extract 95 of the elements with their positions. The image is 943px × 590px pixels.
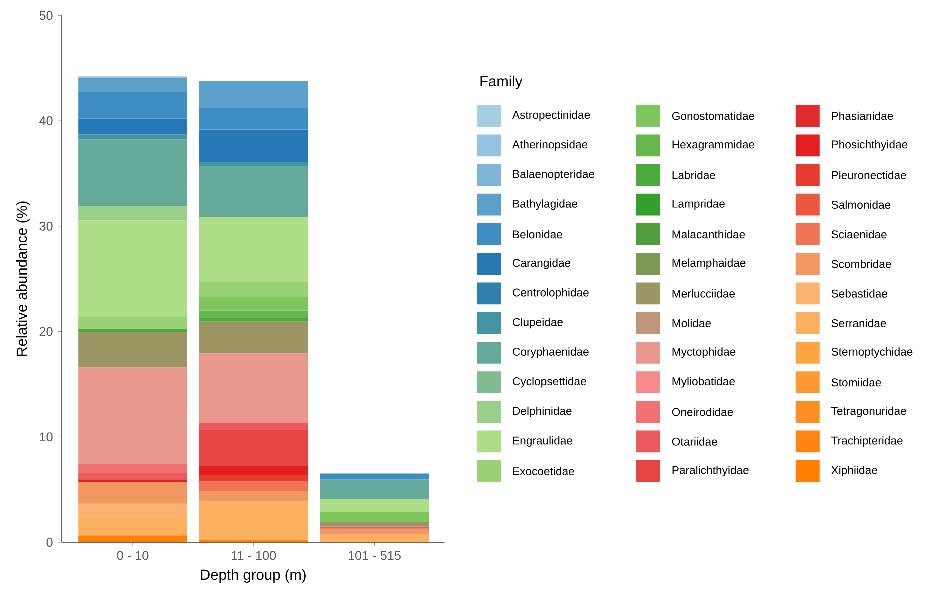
bar (78, 368, 188, 465)
bar (78, 220, 188, 318)
legend-label: Melamphaidae (672, 259, 746, 270)
legend-label: Salmonidae (832, 200, 891, 210)
legend-label: Balaenopteridae (513, 170, 595, 181)
legend-label: Sciaenidae (832, 230, 887, 239)
bar (320, 522, 430, 528)
bar (320, 499, 430, 513)
bar (78, 134, 188, 140)
legend-label: Hexagrammidae (672, 140, 755, 152)
legend-label: Bathylagidae (513, 200, 578, 210)
legend-label: Delphinidae (513, 407, 572, 418)
y-tick-label: 20 (40, 328, 53, 336)
bar (199, 218, 308, 283)
legend-label: Myctophidae (672, 348, 736, 358)
legend-label: Sternoptychidae (832, 348, 913, 358)
y-tick-label: 10 (40, 432, 53, 442)
y-tick-label: 0 (46, 538, 53, 548)
bar (320, 512, 430, 523)
bar (78, 329, 188, 333)
bar (78, 464, 188, 474)
bar (199, 476, 308, 482)
bar (199, 354, 308, 423)
bar (78, 140, 188, 207)
legend-title: Family (480, 76, 523, 90)
legend-label: Pleuronectidae (832, 171, 906, 180)
legend-label: Carangidae (513, 259, 571, 270)
bar (199, 466, 308, 476)
bar (199, 166, 308, 218)
bar (199, 318, 308, 322)
y-axis-title: Relative abundance (%) (16, 202, 30, 356)
bar (199, 282, 308, 298)
y-tick-label: 30 (40, 222, 53, 232)
bar (78, 78, 188, 92)
x-tick-label: 0 - 10 (117, 551, 149, 560)
legend-label: Astropectinidae (512, 110, 590, 122)
legend-label: Scombridae (832, 260, 892, 268)
legend-label: Phosichthyidae (832, 140, 908, 152)
bar (78, 119, 188, 135)
legend-label: Coryphaenidae (513, 348, 589, 358)
legend-label: Cyclopsettidae (513, 377, 586, 388)
legend-label: Atherinopsidae (512, 140, 588, 152)
y-tick-label: 40 (40, 116, 53, 126)
bar (199, 82, 308, 108)
bar (320, 535, 430, 543)
legend-label: Tetragonuridae (832, 407, 906, 418)
bar (320, 529, 430, 536)
legend-label: Stomiidae (832, 378, 882, 387)
bar (78, 504, 188, 519)
legend-label: Engraulidae (513, 436, 572, 448)
bar (199, 162, 308, 167)
bar (320, 480, 430, 500)
bar (199, 481, 308, 492)
bar (78, 482, 188, 504)
bar (78, 536, 188, 543)
legend-label: Molidae (672, 319, 712, 328)
bar (78, 518, 188, 536)
legend-label: Trachipteridae (832, 436, 903, 448)
bar (78, 474, 188, 480)
bar (199, 298, 308, 312)
legend-label: Otariidae (672, 438, 718, 446)
bar (78, 206, 188, 221)
bar (199, 311, 308, 318)
legend-label: Phasianidae (832, 112, 894, 120)
bar (199, 491, 308, 502)
legend-label: Paralichthyidae (672, 466, 749, 477)
legend-label: Malacanthidae (672, 230, 746, 239)
legend-label: Labridae (672, 171, 716, 180)
x-axis-title: Depth group (m) (201, 570, 306, 584)
legend-label: Centrolophidae (513, 288, 589, 300)
y-tick-label: 50 (40, 11, 53, 20)
bar (78, 332, 188, 368)
legend-label: Belonidae (513, 230, 562, 239)
legend-label: Myliobatidae (672, 377, 736, 388)
bar (199, 430, 308, 466)
legend-label: Clupeidae (513, 318, 564, 329)
bar (199, 108, 308, 130)
x-tick-label: 101 - 515 (348, 551, 401, 560)
legend-label: Merlucciidae (672, 290, 735, 298)
bar (199, 502, 308, 541)
legend-label: Lampridae (672, 200, 725, 210)
legend-label: Gonostomatidae (672, 112, 755, 120)
legend-label: Xiphiidae (832, 466, 878, 477)
bar (78, 92, 188, 120)
bar (199, 422, 308, 431)
x-tick-label: 11 - 100 (232, 551, 276, 560)
bar (199, 322, 308, 354)
bar (320, 474, 430, 480)
legend-label: Sebastidae (832, 290, 888, 298)
legend-label: Serranidae (832, 319, 886, 328)
legend-label: Exocoetidae (513, 467, 574, 476)
bar (199, 130, 308, 162)
legend-label: Oneirodidae (672, 408, 734, 417)
bar (78, 317, 188, 330)
bar (78, 480, 188, 482)
